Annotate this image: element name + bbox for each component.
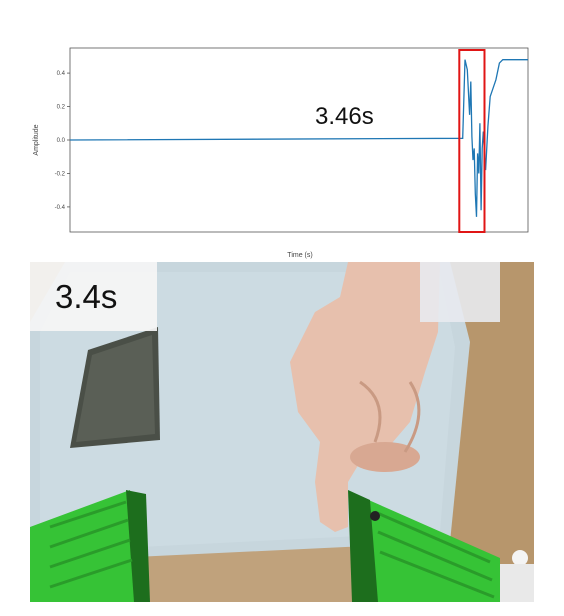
scene-illustration (30, 262, 534, 602)
frame-timestamp: 3.4s (30, 262, 157, 331)
y-ticks: 0.4 0.2 0.0 -0.2 -0.4 (55, 71, 70, 211)
y-tick-label: -0.4 (55, 205, 66, 211)
signal-chart: 0.4 0.2 0.0 -0.2 -0.4 Amplitude Time (s) 3.4… (30, 40, 534, 262)
x-axis-label: Time (s) (287, 252, 312, 259)
y-axis-label: Amplitude (33, 124, 40, 155)
robot-joint (512, 550, 528, 566)
sponge (70, 327, 160, 448)
video-frame: 3.4s (30, 262, 534, 602)
y-tick-label: 0.2 (57, 105, 66, 111)
y-tick-label: 0.4 (57, 71, 66, 77)
left-gripper (30, 490, 150, 602)
y-tick-label: 0.0 (57, 138, 66, 144)
frame-timestamp-text: 3.4s (55, 278, 118, 315)
series-line (69, 59, 528, 217)
sleeve (420, 262, 500, 322)
time-annotation: 3.46s (315, 103, 374, 130)
highlight-box (458, 49, 486, 233)
robot-base (500, 564, 534, 602)
hand (290, 262, 440, 532)
chart-svg: 0.4 0.2 0.0 -0.2 -0.4 Amplitude Time (s) 3.4… (33, 47, 529, 259)
y-tick-label: -0.2 (55, 171, 66, 177)
right-gripper (348, 490, 500, 602)
